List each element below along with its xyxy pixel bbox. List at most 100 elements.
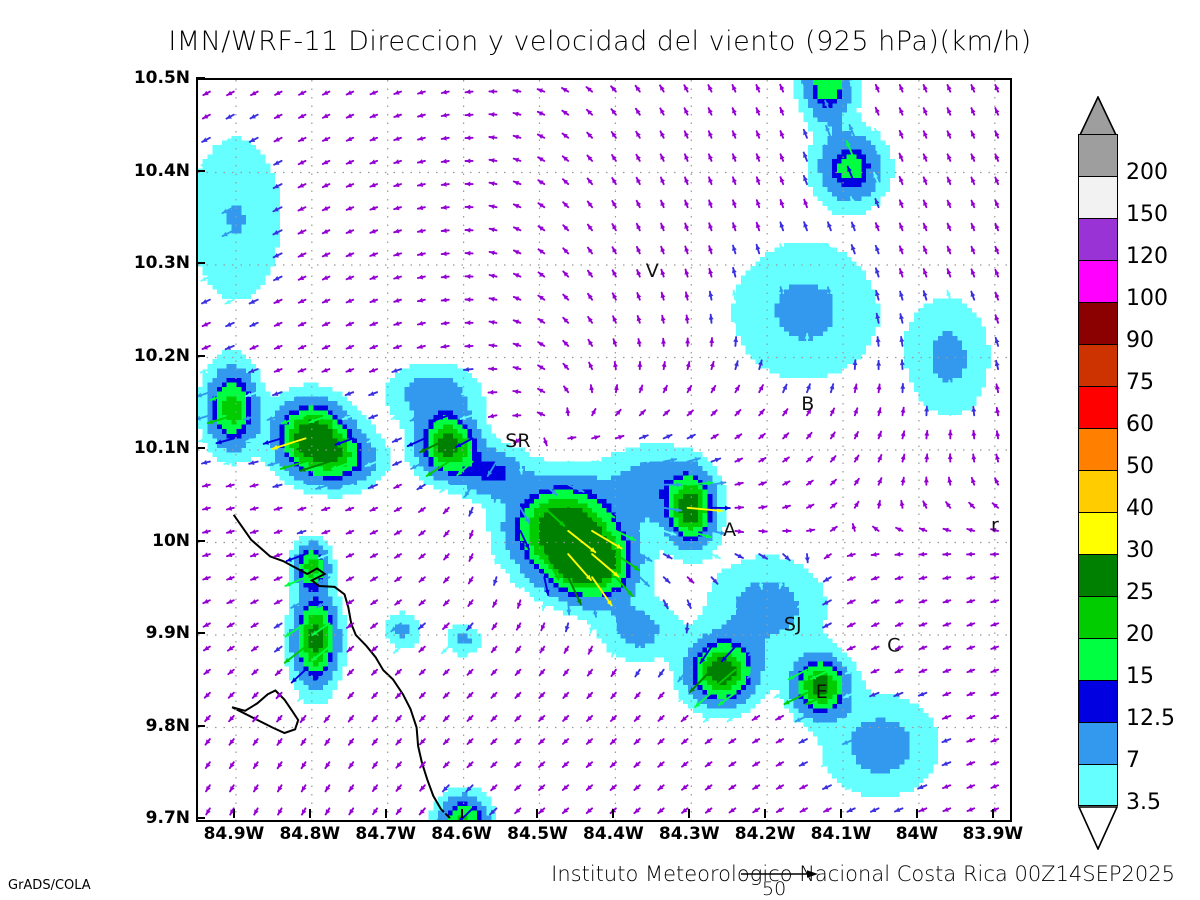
wind-vector <box>731 107 737 116</box>
wind-vector <box>586 691 594 700</box>
wind-vector <box>875 336 881 347</box>
y-axis-tick-mark <box>196 632 205 634</box>
wind-vector <box>970 245 976 255</box>
wind-vector <box>946 84 952 93</box>
wind-vector <box>345 599 355 606</box>
wind-vector <box>942 645 952 650</box>
wind-vector <box>681 645 689 659</box>
wind-vector <box>321 252 331 258</box>
wind-vector <box>252 761 259 770</box>
wind-vector <box>685 361 691 371</box>
wind-vector <box>369 576 379 582</box>
wind-vector <box>204 761 211 769</box>
wind-vector <box>345 344 355 350</box>
wind-vector <box>321 90 331 96</box>
wind-vector <box>889 761 904 768</box>
wind-vector <box>710 480 727 486</box>
wind-vector <box>829 358 834 371</box>
colorbar-tick-label: 200 <box>1126 160 1168 185</box>
wind-vector <box>297 344 307 350</box>
wind-vector <box>704 761 713 768</box>
wind-vector <box>369 251 379 257</box>
wind-vector <box>225 506 235 511</box>
wind-vector <box>994 153 1000 162</box>
wind-vector <box>684 268 690 278</box>
wind-vector <box>311 622 331 637</box>
wind-vector <box>826 197 832 209</box>
wind-vector <box>406 437 426 448</box>
wind-vector <box>941 714 952 720</box>
wind-vector <box>917 691 928 697</box>
wind-vector <box>226 552 235 558</box>
wind-vector <box>488 89 498 94</box>
wind-vector <box>657 807 665 814</box>
colorbar-cell <box>1078 386 1118 428</box>
wind-vector <box>345 275 355 281</box>
wind-vector <box>707 130 713 139</box>
x-axis-tick-mark <box>840 809 843 818</box>
wind-vector <box>634 107 641 116</box>
wind-vector <box>467 576 474 585</box>
wind-vector <box>635 130 641 139</box>
map-place-label: A <box>723 519 736 541</box>
wind-vector <box>388 391 402 398</box>
wind-vector <box>323 714 331 723</box>
wind-vector <box>561 87 570 93</box>
wind-vector <box>922 130 928 139</box>
wind-vector <box>561 807 570 815</box>
colorbar-tick-label: 40 <box>1126 496 1154 521</box>
wind-vector <box>798 761 808 767</box>
x-axis-tick-mark <box>764 809 767 818</box>
wind-vector <box>708 313 714 324</box>
wind-vector <box>490 645 498 653</box>
wind-vector <box>198 414 211 421</box>
wind-vector <box>224 344 235 351</box>
wind-vector <box>198 437 211 443</box>
wind-vector <box>586 177 594 186</box>
wind-vector <box>853 407 859 417</box>
wind-vector <box>248 460 259 465</box>
wind-vector <box>758 432 766 440</box>
wind-vector <box>488 296 498 302</box>
wind-vector <box>440 251 450 257</box>
wind-vector <box>638 553 653 562</box>
wind-vector <box>773 645 785 654</box>
wind-vector <box>894 807 904 813</box>
wind-vector <box>994 245 1000 255</box>
x-axis-tick-label: 84.7W <box>355 824 417 844</box>
wind-vector <box>588 622 594 634</box>
wind-vector <box>779 221 785 232</box>
wind-vector <box>990 714 1000 720</box>
wind-vector <box>417 622 426 630</box>
wind-vector <box>225 113 235 120</box>
wind-vector <box>587 338 594 347</box>
wind-vector <box>781 358 787 371</box>
wind-vector <box>567 460 579 466</box>
wind-vector <box>755 153 761 162</box>
wind-vector <box>198 391 211 398</box>
wind-vector <box>633 761 641 768</box>
wind-vector <box>586 223 594 232</box>
wind-vector <box>947 379 953 394</box>
wind-vector <box>591 599 598 618</box>
wind-vector <box>364 460 379 468</box>
wind-vector <box>657 714 665 722</box>
colorbar-cell <box>1078 470 1118 512</box>
wind-vector <box>516 599 522 609</box>
wind-vector <box>610 645 617 658</box>
wind-vector <box>245 391 259 398</box>
wind-vector <box>567 506 596 525</box>
wind-vector <box>659 84 665 93</box>
colorbar[interactable]: 200 150 120 100 90 75 60 50 40 30 25 20 15 12.5 7 3.5 <box>1078 96 1198 850</box>
colorbar-tick-label: 7 <box>1126 748 1140 773</box>
wind-vector <box>297 183 307 189</box>
wind-vector <box>201 298 211 305</box>
wind-vector <box>561 132 570 139</box>
wind-vector <box>844 784 856 791</box>
wind-vector <box>297 691 307 702</box>
wind-vector <box>273 321 283 327</box>
map-place-label: E <box>816 681 828 703</box>
wind-vector <box>708 245 713 255</box>
wind-vector <box>707 107 713 116</box>
